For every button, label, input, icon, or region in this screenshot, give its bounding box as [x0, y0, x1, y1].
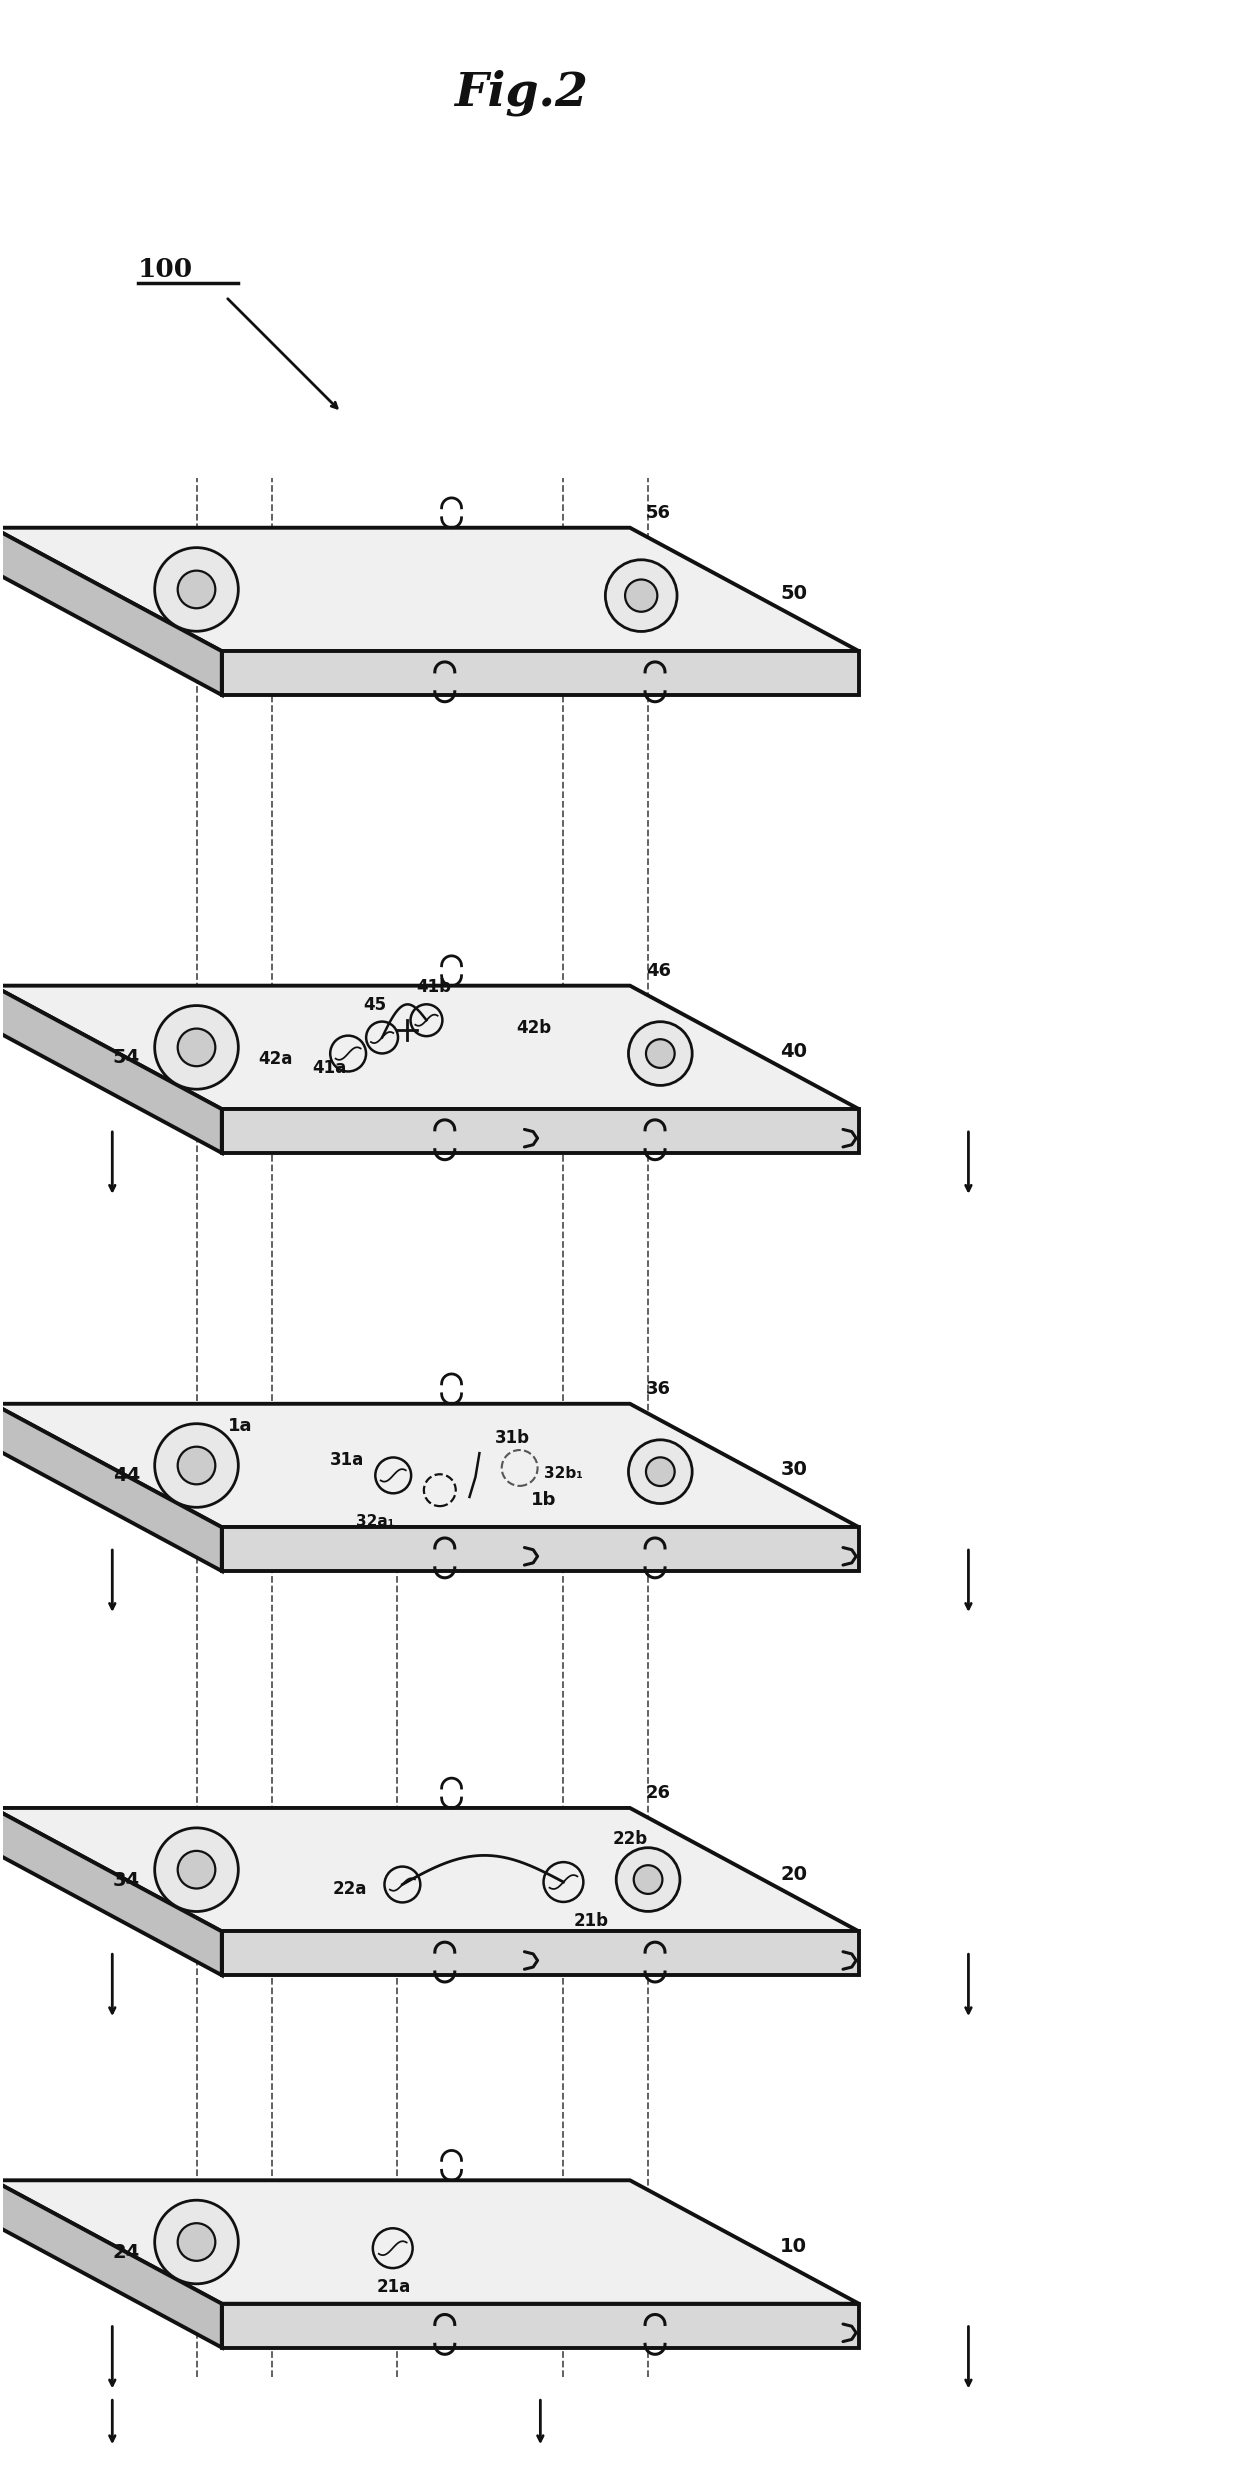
Text: 31a: 31a: [330, 1451, 363, 1469]
Text: 10: 10: [780, 2238, 807, 2255]
Text: 54: 54: [113, 1048, 140, 1068]
Circle shape: [616, 1847, 680, 1912]
Polygon shape: [0, 1807, 222, 1976]
Text: 21a: 21a: [377, 2277, 410, 2295]
Text: 41a: 41a: [312, 1060, 347, 1078]
Polygon shape: [222, 652, 859, 694]
Circle shape: [605, 560, 677, 632]
Text: 31b: 31b: [495, 1429, 531, 1446]
Text: 20: 20: [780, 1864, 807, 1884]
Circle shape: [177, 2223, 216, 2260]
Polygon shape: [0, 2180, 859, 2305]
Polygon shape: [222, 2305, 859, 2347]
Circle shape: [177, 1446, 216, 1483]
Text: 42a: 42a: [258, 1050, 293, 1068]
Circle shape: [155, 548, 238, 632]
Text: 40: 40: [780, 1043, 807, 1060]
Text: 32b₁: 32b₁: [543, 1466, 583, 1481]
Text: 44: 44: [113, 1466, 140, 1486]
Text: 56: 56: [646, 503, 671, 523]
Circle shape: [646, 1459, 675, 1486]
Polygon shape: [222, 1110, 859, 1152]
Polygon shape: [0, 986, 859, 1110]
Circle shape: [177, 1852, 216, 1889]
Circle shape: [155, 1827, 238, 1912]
Text: 22b: 22b: [613, 1829, 647, 1847]
Polygon shape: [222, 1528, 859, 1571]
Text: 50: 50: [780, 585, 807, 602]
Text: 46: 46: [646, 961, 671, 981]
Text: 26: 26: [646, 1785, 671, 1802]
Text: 1b: 1b: [532, 1491, 557, 1508]
Circle shape: [629, 1439, 692, 1503]
Text: 41b: 41b: [417, 978, 451, 996]
Text: 45: 45: [363, 996, 386, 1013]
Text: 42b: 42b: [517, 1018, 552, 1035]
Text: 30: 30: [780, 1461, 807, 1478]
Text: Fig.2: Fig.2: [454, 70, 588, 117]
Text: 22a: 22a: [332, 1882, 367, 1899]
Text: 24: 24: [113, 2243, 140, 2263]
Circle shape: [646, 1040, 675, 1068]
Circle shape: [177, 570, 216, 607]
Polygon shape: [0, 986, 222, 1152]
Polygon shape: [0, 1404, 859, 1528]
Text: 32a₁: 32a₁: [356, 1513, 394, 1528]
Circle shape: [155, 1006, 238, 1090]
Text: 34: 34: [113, 1872, 140, 1889]
Text: 100: 100: [138, 256, 193, 281]
Circle shape: [625, 580, 657, 612]
Circle shape: [155, 2200, 238, 2285]
Circle shape: [177, 1028, 216, 1065]
Polygon shape: [0, 1404, 222, 1571]
Polygon shape: [0, 528, 859, 652]
Text: 1a: 1a: [228, 1416, 253, 1434]
Polygon shape: [0, 2180, 222, 2347]
Polygon shape: [0, 1807, 859, 1931]
Polygon shape: [222, 1931, 859, 1976]
Text: 36: 36: [646, 1379, 671, 1399]
Circle shape: [155, 1424, 238, 1508]
Text: 21b: 21b: [573, 1912, 609, 1929]
Polygon shape: [0, 528, 222, 694]
Circle shape: [634, 1864, 662, 1894]
Circle shape: [629, 1020, 692, 1085]
